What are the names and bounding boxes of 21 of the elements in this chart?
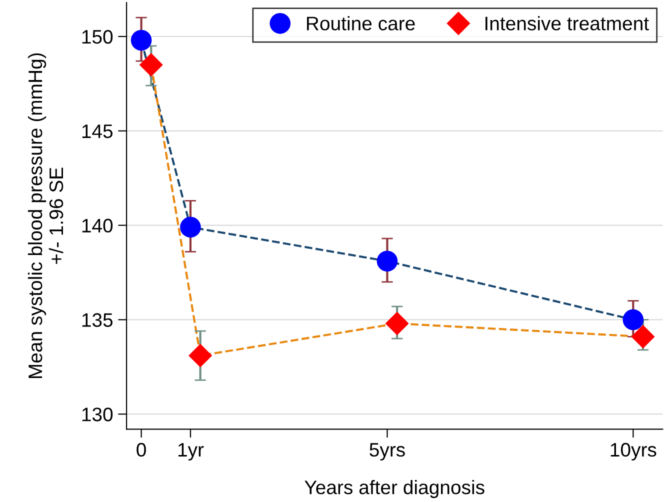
point <box>180 216 201 238</box>
point <box>139 53 163 77</box>
point <box>385 312 409 336</box>
y-tick-label: 135 <box>82 313 113 327</box>
y-tick-label: 150 <box>82 30 113 44</box>
point <box>376 250 398 272</box>
y-axis-title: Mean systolic blood pressure (mmHg) +/- 1.96 SE <box>28 53 64 378</box>
point <box>631 324 655 348</box>
x-axis-title: Years after diagnosis <box>304 480 484 498</box>
point <box>622 309 644 330</box>
x-tick-label: 10yrs <box>610 442 656 461</box>
y-tick-label: 140 <box>82 218 113 233</box>
x-tick-label: 1yr <box>178 443 204 461</box>
y-tick-label: 130 <box>82 408 113 422</box>
point <box>188 344 212 368</box>
x-tick-label: 0 <box>136 442 146 457</box>
y-tick-label: 145 <box>82 124 113 138</box>
x-tick-label: 5yrs <box>370 443 405 461</box>
point <box>130 30 152 51</box>
legend-label: Routine care <box>307 16 415 30</box>
legend-label: Intensive treatment <box>486 16 649 30</box>
